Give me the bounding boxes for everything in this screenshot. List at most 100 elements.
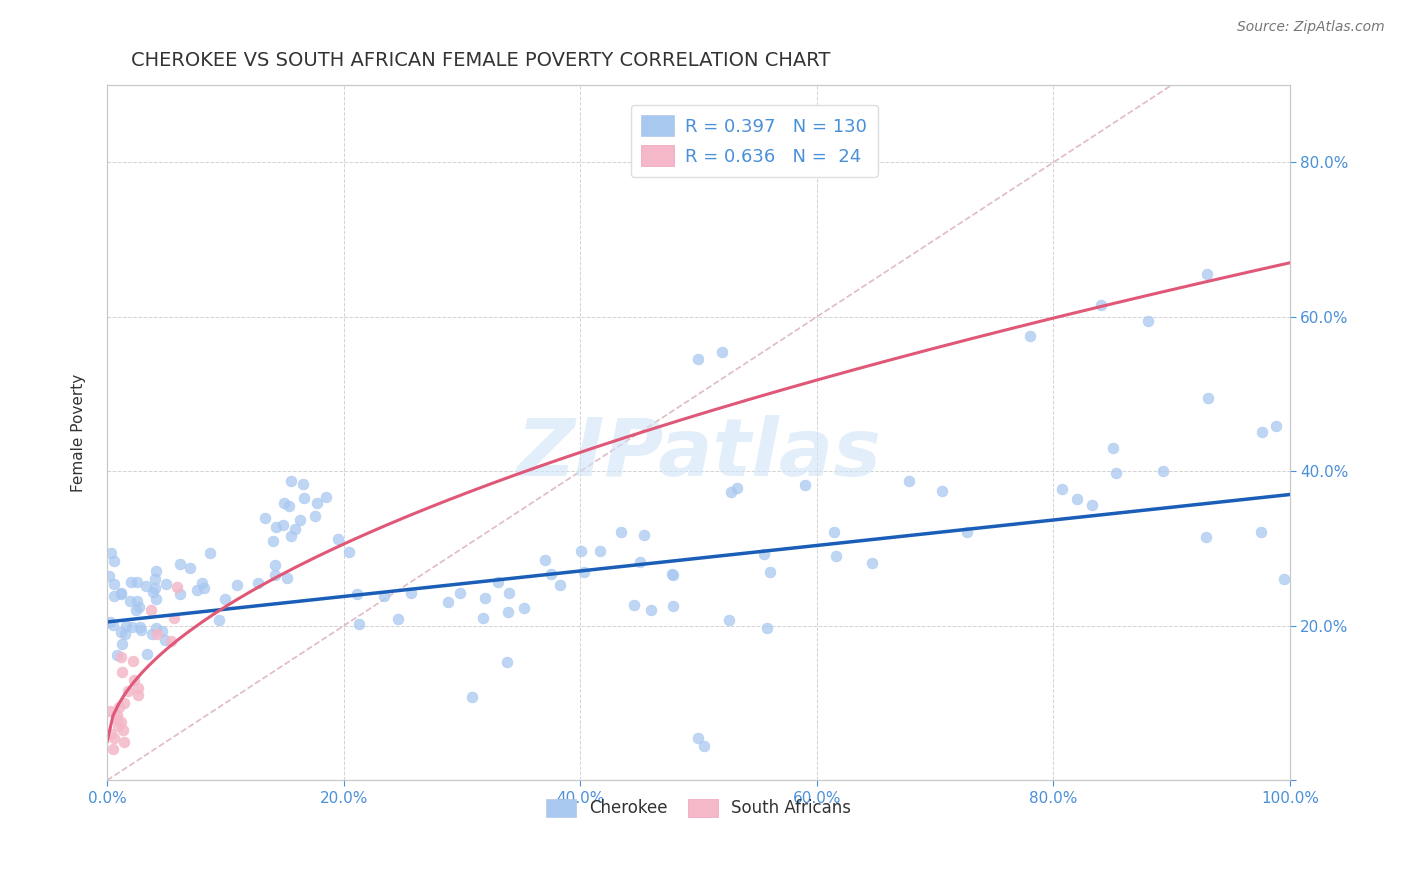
Point [662, 567, 685, 582]
Point [125, 594, 148, 608]
Point [141, 603, 163, 617]
Point [125, 574, 148, 589]
Point [105, 707, 128, 722]
Point [496, 605, 519, 619]
Point [288, 512, 311, 526]
Point [141, 627, 163, 641]
Point [569, 544, 592, 558]
Point [1250, 524, 1272, 539]
Point [860, 556, 883, 570]
Point [717, 613, 740, 627]
Point [280, 475, 302, 489]
Point [1136, 314, 1159, 328]
Point [136, 647, 159, 661]
Point [610, 524, 633, 539]
Point [623, 598, 645, 612]
Point [166, 580, 188, 594]
Point [898, 474, 921, 488]
Point [292, 477, 315, 491]
Point [142, 584, 165, 599]
Point [110, 649, 132, 664]
Point [688, 731, 710, 745]
Point [121, 620, 143, 634]
Point [191, 576, 214, 591]
Point [253, 510, 276, 524]
Point [100, 546, 122, 560]
Point [150, 624, 173, 639]
Point [574, 565, 596, 579]
Point [498, 586, 520, 600]
Point [101, 742, 124, 756]
Point [110, 585, 132, 599]
Text: CHEROKEE VS SOUTH AFRICAN FEMALE POVERTY CORRELATION CHART: CHEROKEE VS SOUTH AFRICAN FEMALE POVERTY… [131, 51, 830, 70]
Point [163, 611, 186, 625]
Point [110, 587, 132, 601]
Point [103, 554, 125, 568]
Point [111, 723, 134, 737]
Point [346, 587, 368, 601]
Point [143, 572, 166, 586]
Point [226, 578, 249, 592]
Point [1105, 466, 1128, 480]
Point [105, 648, 128, 662]
Point [169, 587, 191, 601]
Point [931, 484, 953, 499]
Point [179, 561, 201, 575]
Point [262, 533, 284, 548]
Text: Source: ZipAtlas.com: Source: ZipAtlas.com [1237, 20, 1385, 34]
Point [1090, 298, 1112, 312]
Point [755, 621, 778, 635]
Point [794, 477, 817, 491]
Point [112, 734, 135, 748]
Point [633, 528, 655, 542]
Point [956, 524, 979, 539]
Point [387, 611, 409, 625]
Point [98, 704, 121, 718]
Point [124, 673, 146, 687]
Point [103, 577, 125, 591]
Point [280, 529, 302, 543]
Point [214, 591, 236, 606]
Point [1018, 329, 1040, 343]
Point [114, 627, 136, 641]
Point [1265, 418, 1288, 433]
Point [127, 681, 149, 695]
Point [145, 621, 167, 635]
Point [823, 524, 845, 539]
Point [103, 589, 125, 603]
Point [1050, 483, 1073, 497]
Point [112, 696, 135, 710]
Point [122, 654, 145, 668]
Point [111, 665, 134, 680]
Point [103, 731, 125, 745]
Point [373, 589, 395, 603]
Point [688, 352, 710, 367]
Point [725, 481, 748, 495]
Point [120, 574, 142, 589]
Point [111, 637, 134, 651]
Point [474, 591, 496, 605]
Point [200, 546, 222, 560]
Point [1195, 530, 1218, 544]
Point [640, 603, 662, 617]
Point [146, 626, 169, 640]
Point [128, 599, 150, 614]
Point [1101, 441, 1123, 455]
Point [186, 582, 208, 597]
Point [693, 739, 716, 753]
Point [125, 602, 148, 616]
Point [101, 618, 124, 632]
Point [347, 617, 370, 632]
Point [472, 611, 495, 625]
Point [720, 485, 742, 500]
Point [135, 579, 157, 593]
Point [120, 594, 142, 608]
Point [100, 727, 122, 741]
Point [97, 569, 120, 583]
Point [661, 567, 683, 582]
Point [277, 499, 299, 513]
Point [117, 684, 139, 698]
Point [548, 578, 571, 592]
Point [305, 495, 328, 509]
Point [110, 624, 132, 639]
